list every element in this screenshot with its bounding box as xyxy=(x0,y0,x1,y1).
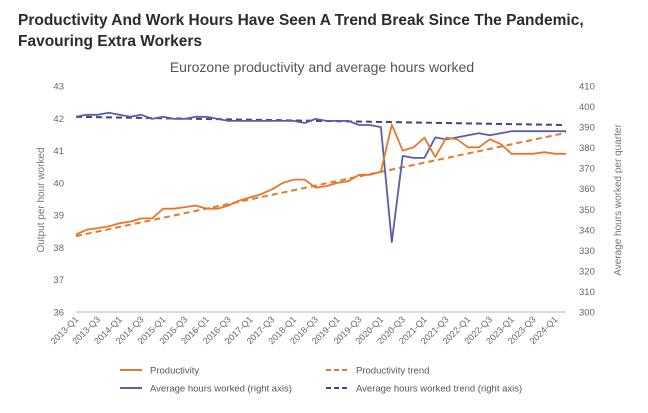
right-tick-label: 410 xyxy=(579,82,595,93)
right-tick-label: 340 xyxy=(579,225,595,236)
right-tick-label: 300 xyxy=(579,308,595,319)
right-tick-label: 330 xyxy=(579,246,595,257)
right-axis-label: Average hours worked per quarter xyxy=(613,124,624,276)
left-tick-label: 41 xyxy=(53,146,64,157)
right-tick-label: 380 xyxy=(579,143,595,154)
chart-title: Eurozone productivity and average hours … xyxy=(170,59,474,75)
right-tick-label: 320 xyxy=(579,266,595,277)
x-axis-ticks: 2013-Q12013-Q32014-Q12014-Q32015-Q12015-… xyxy=(49,314,560,346)
left-tick-label: 36 xyxy=(53,308,64,319)
page-title: Productivity And Work Hours Have Seen A … xyxy=(18,12,584,50)
right-tick-label: 370 xyxy=(579,164,595,175)
series-line-2 xyxy=(75,111,566,243)
left-axis-ticks: 36 37 38 39 40 41 42 43 xyxy=(53,82,64,319)
right-tick-label: 350 xyxy=(579,205,595,216)
right-axis-ticks: 300 310 320 330 340 350 360 370 380 390 400 410 xyxy=(579,82,595,319)
left-tick-label: 42 xyxy=(53,114,64,125)
left-tick-label: 39 xyxy=(53,211,64,222)
legend-label: Average hours worked trend (right axis) xyxy=(356,384,522,395)
right-tick-label: 310 xyxy=(579,287,595,298)
legend-label: Productivity xyxy=(150,366,199,377)
left-tick-label: 40 xyxy=(53,178,64,189)
left-tick-label: 43 xyxy=(53,82,64,93)
right-tick-label: 400 xyxy=(579,102,595,113)
left-tick-label: 38 xyxy=(53,243,64,254)
legend: Productivity Productivity trend Average ho… xyxy=(120,366,522,395)
series-line-0 xyxy=(75,123,566,236)
right-tick-label: 390 xyxy=(579,123,595,134)
left-tick-label: 37 xyxy=(53,275,64,286)
right-tick-label: 360 xyxy=(579,184,595,195)
legend-label: Average hours worked (right axis) xyxy=(150,384,292,395)
legend-label: Productivity trend xyxy=(356,366,429,377)
left-axis-label: Output per hour worked xyxy=(36,147,47,252)
series-line-1 xyxy=(75,131,567,238)
series-layer xyxy=(75,111,567,243)
